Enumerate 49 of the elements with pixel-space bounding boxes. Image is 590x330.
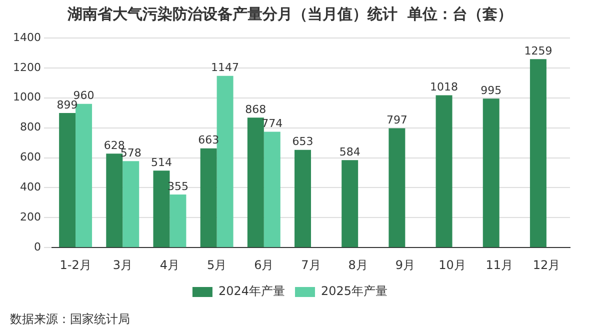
bar xyxy=(216,76,234,248)
legend-label: 2024年产量 xyxy=(218,284,286,298)
x-tick-label: 10月 xyxy=(438,258,466,272)
data-label: 1018 xyxy=(430,80,458,94)
data-label: 1147 xyxy=(211,61,240,74)
source-note: 数据来源：国家统计局 xyxy=(10,312,130,326)
bar xyxy=(294,150,311,248)
bar xyxy=(264,132,280,248)
data-label: 995 xyxy=(480,84,502,97)
data-label: 653 xyxy=(292,135,314,148)
bar xyxy=(200,148,217,248)
x-tick-label: 5月 xyxy=(206,258,227,272)
x-tick-label: 4月 xyxy=(160,258,180,272)
data-label: 868 xyxy=(245,103,266,116)
bar xyxy=(59,113,76,248)
data-label: 514 xyxy=(150,156,172,170)
y-tick-label: 1200 xyxy=(12,60,41,74)
data-label: 797 xyxy=(386,114,408,127)
y-tick-label: 1000 xyxy=(12,90,41,104)
x-tick-label: 3月 xyxy=(112,258,132,272)
x-tick-label: 12月 xyxy=(532,258,560,272)
bar xyxy=(170,194,186,248)
y-tick-label: 400 xyxy=(20,180,41,194)
y-tick-label: 800 xyxy=(20,120,41,134)
y-tick-label: 0 xyxy=(34,240,41,254)
x-tick-label: 7月 xyxy=(301,258,321,272)
x-tick-label: 1-2月 xyxy=(60,258,92,272)
y-tick-label: 200 xyxy=(20,210,41,224)
data-label: 584 xyxy=(339,146,360,159)
bar xyxy=(247,118,264,248)
bar xyxy=(122,161,140,248)
y-tick-label: 1400 xyxy=(12,30,41,44)
x-tick-label: 9月 xyxy=(395,258,415,272)
bar xyxy=(388,128,406,248)
chart-title: 湖南省大气污染防治设备产量分月（当月值）统计 单位：台（套） xyxy=(66,4,513,23)
bar xyxy=(106,154,123,248)
bar xyxy=(342,160,358,248)
data-label: 899 xyxy=(56,98,78,112)
x-tick-label: 6月 xyxy=(254,258,274,272)
x-tick-label: 8月 xyxy=(348,258,368,272)
bar xyxy=(436,95,452,248)
x-tick-label: 11月 xyxy=(486,258,514,272)
data-label: 1259 xyxy=(524,44,552,58)
bar xyxy=(482,98,500,248)
bar xyxy=(530,59,546,248)
legend-label: 2025年产量 xyxy=(321,284,388,298)
y-tick-label: 600 xyxy=(20,150,41,164)
bar xyxy=(153,170,170,248)
bar xyxy=(76,104,92,248)
